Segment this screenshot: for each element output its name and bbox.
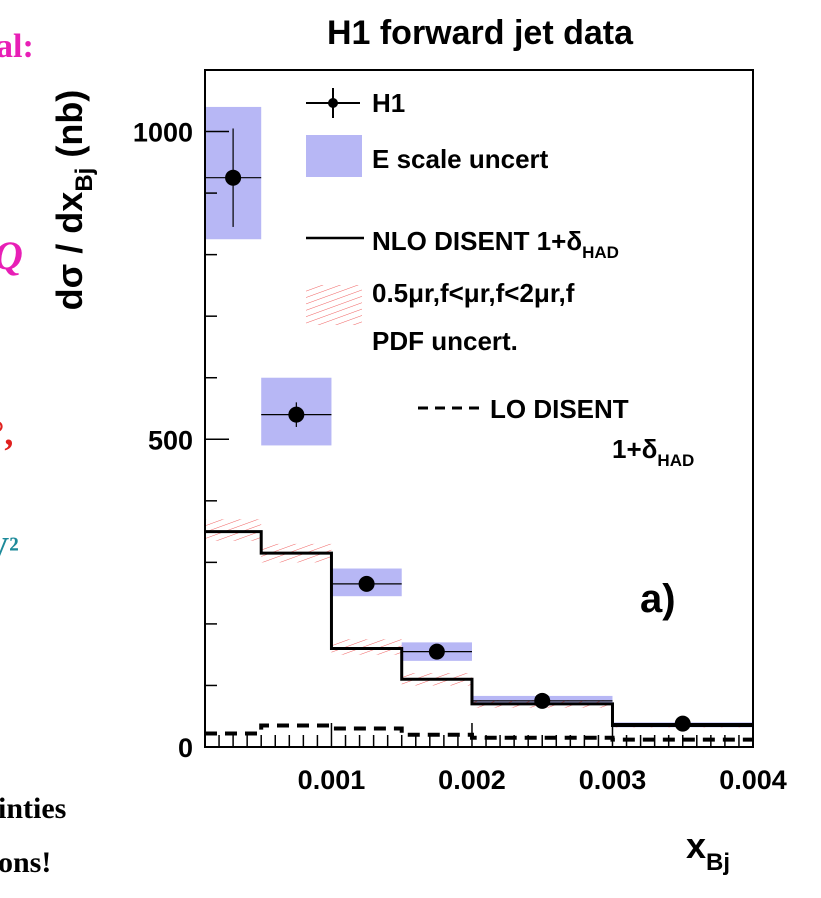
legend-lo: LO DISENT 1+δHAD	[418, 394, 694, 470]
lo-disent-line	[205, 723, 753, 742]
legend-scale: 0.5μr,f<μr,f<2μr,f	[306, 278, 575, 325]
slide-fragment-3: °,	[0, 413, 14, 453]
slide-fragment-6: ons!	[0, 846, 52, 879]
h1-data-point	[358, 575, 375, 592]
x-axis-label: xBj	[686, 825, 730, 876]
h1-data-point	[428, 643, 445, 660]
h1-data-point	[288, 406, 305, 423]
legend: H1 E scale uncert NLO DISENT 1+δHAD 0.5μ…	[306, 88, 694, 470]
y-tick-label: 1000	[133, 118, 193, 148]
y-axis-label: dσ / dxBj (nb)	[49, 90, 98, 311]
y-tick-label: 500	[148, 425, 193, 455]
y-axis-label-sub: Bj	[71, 168, 98, 192]
legend-lo-label-1: LO DISENT	[490, 394, 629, 424]
slide-fragment-2: Q	[0, 232, 23, 279]
x-axis-label-main: x	[686, 825, 706, 866]
legend-pdf-label: PDF uncert.	[372, 326, 518, 356]
slide-fragment-5: inties	[0, 792, 67, 825]
panel-label: a)	[640, 577, 676, 621]
nlo-uncert-band-bin	[331, 639, 402, 655]
h1-data-point	[225, 169, 242, 186]
slide-fragment-1: al:	[0, 28, 34, 65]
legend-h1-label: H1	[372, 88, 405, 118]
x-tick-label: 0.001	[298, 765, 366, 795]
h1-data-point	[534, 692, 551, 709]
legend-scale-label: 0.5μr,f<μr,f<2μr,f	[372, 278, 575, 308]
h1-data-point	[674, 715, 691, 732]
x-tick-label: 0.003	[579, 765, 647, 795]
x-axis-label-sub: Bj	[706, 849, 730, 876]
legend-nlo: NLO DISENT 1+δHAD	[306, 226, 619, 262]
x-tick-label: 0.004	[719, 765, 787, 795]
legend-pdf: PDF uncert.	[372, 326, 518, 356]
x-tick-label: 0.002	[438, 765, 506, 795]
nlo-disent-line	[205, 530, 753, 727]
y-tick-label: 0	[178, 733, 193, 763]
y-axis-label-main: dσ / dx	[49, 192, 90, 311]
legend-escale: E scale uncert	[306, 135, 549, 177]
slide-fragment-4: V²	[0, 530, 19, 566]
legend-nlo-label: NLO DISENT 1+δHAD	[372, 226, 619, 262]
plot-frame	[204, 69, 754, 748]
legend-escale-label: E scale uncert	[372, 144, 549, 174]
chart-title: H1 forward jet data	[327, 14, 634, 52]
y-axis-label-unit: (nb)	[49, 90, 90, 158]
legend-h1: H1	[306, 88, 405, 118]
nlo-uncert-band-bin	[205, 519, 262, 541]
legend-lo-label-2: 1+δHAD	[612, 434, 694, 470]
